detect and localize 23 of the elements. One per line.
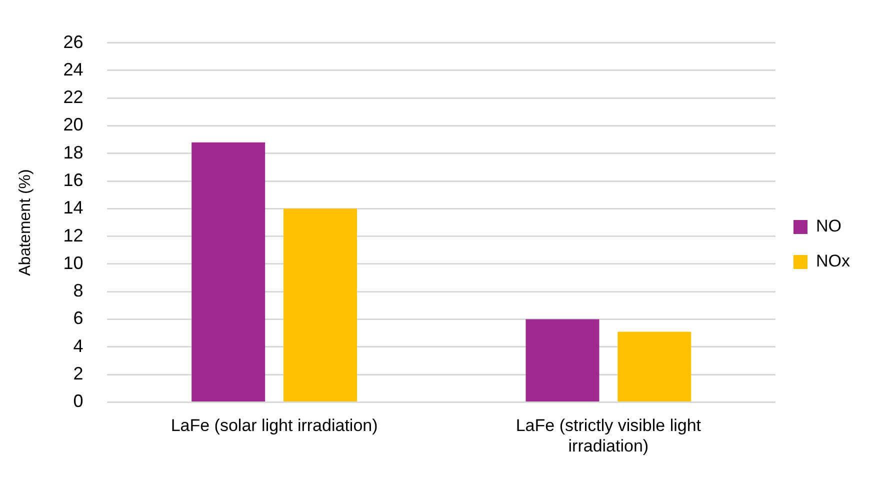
- y-tick-label: 24: [63, 59, 84, 80]
- x-tick-label: LaFe (strictly visible light irradiation): [516, 416, 702, 456]
- y-tick-label: 4: [73, 336, 84, 356]
- y-tick-label: 18: [63, 142, 84, 162]
- y-tick-label: 26: [63, 32, 84, 52]
- y-tick-label: 20: [63, 114, 84, 135]
- y-tick-label: 14: [63, 198, 84, 218]
- y-tick-label: 12: [63, 225, 84, 246]
- bar: [526, 319, 600, 402]
- y-tick-label: 16: [63, 170, 84, 190]
- legend-label: NO: [816, 216, 842, 236]
- bar: [192, 142, 266, 402]
- bar: [283, 208, 357, 402]
- y-tick-label: 22: [63, 87, 84, 108]
- y-tick-label: 2: [73, 364, 84, 384]
- legend-label: NOx: [816, 252, 850, 271]
- y-tick-label: 6: [73, 308, 84, 328]
- y-axis-title: Abatement (%): [17, 169, 34, 276]
- y-tick-label: 0: [73, 391, 84, 412]
- y-tick-label: 10: [63, 252, 84, 273]
- y-tick-label: 8: [73, 280, 84, 301]
- x-tick-label: LaFe (solar light irradiation): [170, 416, 378, 436]
- bar: [618, 332, 692, 402]
